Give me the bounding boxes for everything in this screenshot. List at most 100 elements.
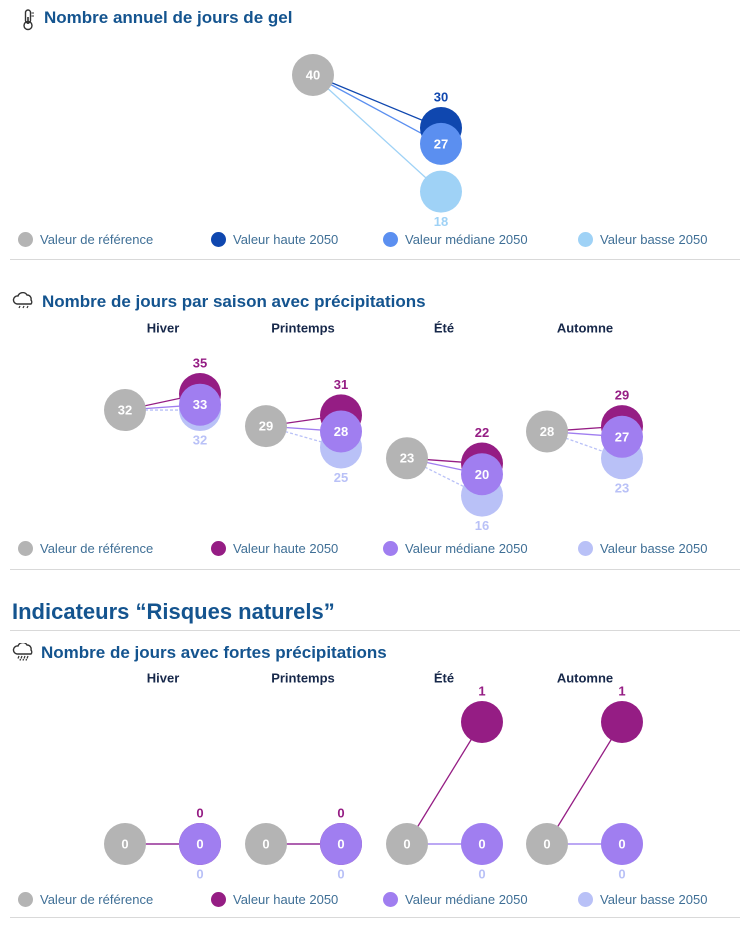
legend-dot [578,541,593,556]
section-title-fortes: Nombre de jours avec fortes précipitatio… [41,643,387,662]
category-label: Hiver [147,671,180,686]
legend-label: Valeur médiane 2050 [405,232,528,247]
category-label: Été [434,321,454,336]
legend-item: Valeur basse 2050 [578,541,707,556]
section-precip: Nombre de jours par saison avec précipit… [0,262,750,572]
label-low: 0 [196,867,203,882]
point-reference [526,823,568,865]
legend-label: Valeur médiane 2050 [405,541,528,556]
label-high: 0 [337,806,344,821]
legend-label: Valeur basse 2050 [600,541,708,556]
legend-label: Valeur haute 2050 [233,541,339,556]
legend-dot [578,232,593,247]
legend-label: Valeur de référence [40,541,154,556]
legend-label: Valeur de référence [40,232,154,247]
thermometer-icon [23,9,34,31]
point-reference [245,405,287,448]
point-median [461,823,503,865]
label-high: 1 [478,684,485,699]
point-reference [245,823,287,865]
category-label: Printemps [271,321,335,336]
legend-dot [211,892,226,907]
point-median [179,823,221,865]
chart-precip: Hiver Printemps Été Automne 32 33 35 32 29 28 31 25… [104,321,643,533]
label-reference: 32 [118,403,132,418]
divider [10,259,740,260]
point-median [601,415,643,458]
category-label: Hiver [147,321,180,336]
connector-line [406,457,483,497]
legend-item: Valeur médiane 2050 [383,541,528,556]
legend-label: Valeur haute 2050 [233,892,339,907]
label-reference: 0 [403,837,410,852]
label-high: 0 [196,806,203,821]
chart-fortes: Hiver Printemps Été Automne 0 0 0 0 0 0 0 0 0 0 1 0 0 0 1 0 [104,671,643,882]
divider [10,630,740,631]
label-reference: 0 [543,837,550,852]
point-reference [292,54,334,96]
point-reference [386,823,428,865]
legend-dot [383,541,398,556]
heavy-rain-cloud-icon [12,643,33,661]
label-reference: 40 [306,68,320,83]
label-high: 30 [434,90,448,105]
point-low [420,170,462,213]
legend-dot [18,541,33,556]
legend-item: Valeur de référence [18,892,153,907]
legend-dot [211,541,226,556]
chart-gel: 40 27 30 18 [292,54,462,229]
label-reference: 0 [262,837,269,852]
label-high: 31 [334,377,348,392]
legend-item: Valeur haute 2050 [211,232,338,247]
legend-precip: Valeur de référence Valeur haute 2050 Vale… [0,541,750,563]
category-label: Printemps [271,671,335,686]
legend-label: Valeur de référence [40,892,154,907]
legend-label: Valeur haute 2050 [233,232,339,247]
label-low: 32 [193,433,207,448]
label-high: 35 [193,356,207,371]
legend-dot [383,892,398,907]
point-median [320,410,362,453]
rain-cloud-icon [12,292,33,309]
legend-item: Valeur haute 2050 [211,541,338,556]
connector-line [406,721,483,845]
label-median: 0 [618,837,625,852]
point-median [420,122,462,165]
label-low: 18 [434,214,448,229]
label-median: 27 [434,136,448,151]
label-low: 25 [334,470,348,485]
legend-item: Valeur médiane 2050 [383,892,528,907]
label-median: 33 [193,397,207,412]
label-reference: 23 [400,451,414,466]
connector-line [312,74,442,129]
section-fortes: Nombre de jours avec fortes précipitatio… [0,632,750,932]
label-low: 0 [618,867,625,882]
point-reference [104,823,146,865]
label-reference: 0 [121,837,128,852]
point-median [179,383,221,426]
divider [10,569,740,570]
point-median [461,453,503,496]
category-label: Automne [557,321,613,336]
connector-line [312,74,442,193]
legend-item: Valeur haute 2050 [211,892,338,907]
label-high: 22 [475,425,489,440]
legend-label: Valeur médiane 2050 [405,892,528,907]
label-low: 23 [615,481,629,496]
point-median [320,823,362,865]
point-high [461,701,503,743]
legend-dot [383,232,398,247]
label-high: 1 [618,684,625,699]
label-median: 0 [478,837,485,852]
section-title-precip: Nombre de jours par saison avec précipit… [42,292,426,311]
legend-label: Valeur basse 2050 [600,232,708,247]
legend-dot [211,232,226,247]
divider [10,917,740,918]
label-high: 29 [615,388,629,403]
label-low: 0 [478,867,485,882]
connector-line [546,721,623,845]
point-high [601,701,643,743]
label-low: 0 [337,867,344,882]
legend-item: Valeur de référence [18,232,153,247]
label-median: 28 [334,424,348,439]
